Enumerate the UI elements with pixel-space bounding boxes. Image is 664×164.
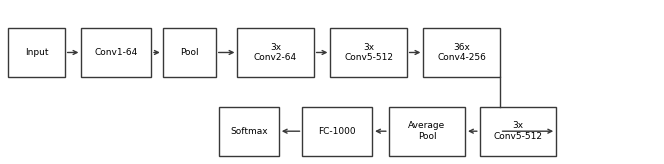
Bar	[8, 28, 65, 77]
Bar	[303, 107, 372, 156]
Bar	[163, 28, 216, 77]
Bar	[219, 107, 279, 156]
Text: 3x
Conv5-512: 3x Conv5-512	[344, 43, 393, 62]
Text: Input: Input	[25, 48, 48, 57]
Text: 36x
Conv4-256: 36x Conv4-256	[437, 43, 486, 62]
Bar	[479, 107, 556, 156]
Text: Conv1-64: Conv1-64	[94, 48, 138, 57]
Text: Average
Pool: Average Pool	[408, 122, 446, 141]
Text: Softmax: Softmax	[230, 127, 268, 136]
Text: 3x
Conv5-512: 3x Conv5-512	[493, 122, 542, 141]
Bar	[424, 28, 499, 77]
Text: 3x
Conv2-64: 3x Conv2-64	[254, 43, 297, 62]
Bar	[82, 28, 151, 77]
Text: Pool: Pool	[180, 48, 199, 57]
Bar	[331, 28, 407, 77]
Bar	[389, 107, 465, 156]
Bar	[238, 28, 314, 77]
Text: FC-1000: FC-1000	[319, 127, 356, 136]
